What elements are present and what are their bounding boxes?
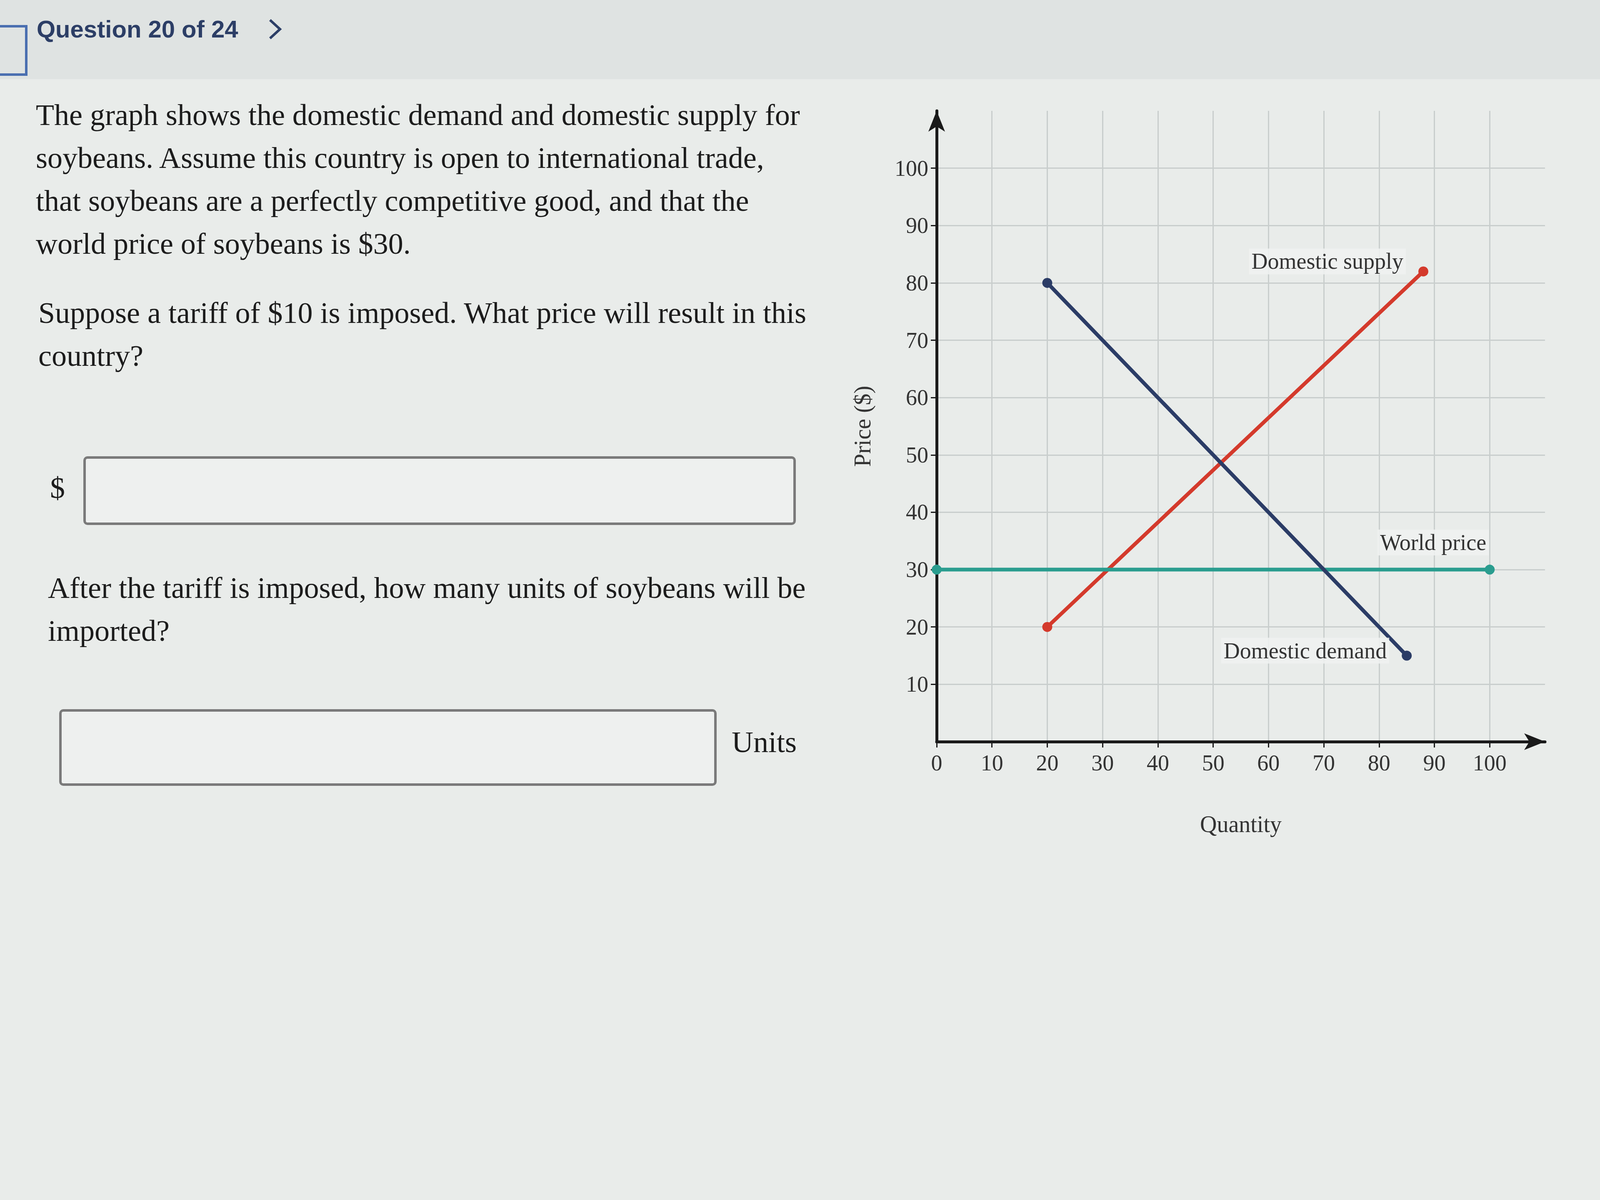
svg-text:Domestic supply: Domestic supply [1251,248,1404,274]
html-text:Units: Units [731,725,797,759]
svg-text:50: 50 [905,442,929,468]
svg-text:10: 10 [980,750,1004,776]
svg-text:90: 90 [1423,750,1446,776]
svg-text:30: 30 [905,557,929,583]
svg-text:80: 80 [1367,750,1391,776]
html-text:The graph shows the domestic d: The graph shows the domestic demand and … [35,98,800,261]
svg-text:100: 100 [894,155,929,181]
svg-text:90: 90 [905,212,929,238]
svg-text:100: 100 [1472,750,1507,776]
svg-text:50: 50 [1202,750,1225,776]
svg-text:20: 20 [905,614,929,640]
svg-text:40: 40 [905,499,929,525]
html-text:After the tariff is imposed, h: After the tariff is imposed, how many un… [47,571,806,648]
html-text:Question 20 of 24: Question 20 of 24 [36,15,239,43]
svg-text:World price: World price [1380,530,1487,555]
svg-text:40: 40 [1146,750,1170,776]
svg-text:10: 10 [905,671,929,697]
svg-text:0: 0 [931,750,943,776]
svg-text:Domestic demand: Domestic demand [1223,638,1387,664]
svg-text:30: 30 [1091,750,1114,776]
svg-text:60: 60 [1257,750,1280,776]
html-text:Suppose a tariff of $10 is imp: Suppose a tariff of $10 is imposed. What… [38,296,807,373]
svg-text:20: 20 [1035,750,1059,776]
svg-text:70: 70 [1312,750,1335,776]
svg-text:80: 80 [905,270,929,296]
svg-text:70: 70 [905,327,929,353]
svg-text:Quantity: Quantity [1200,811,1282,838]
svg-text:60: 60 [905,385,929,410]
svg-text:Price ($): Price ($) [849,385,876,467]
